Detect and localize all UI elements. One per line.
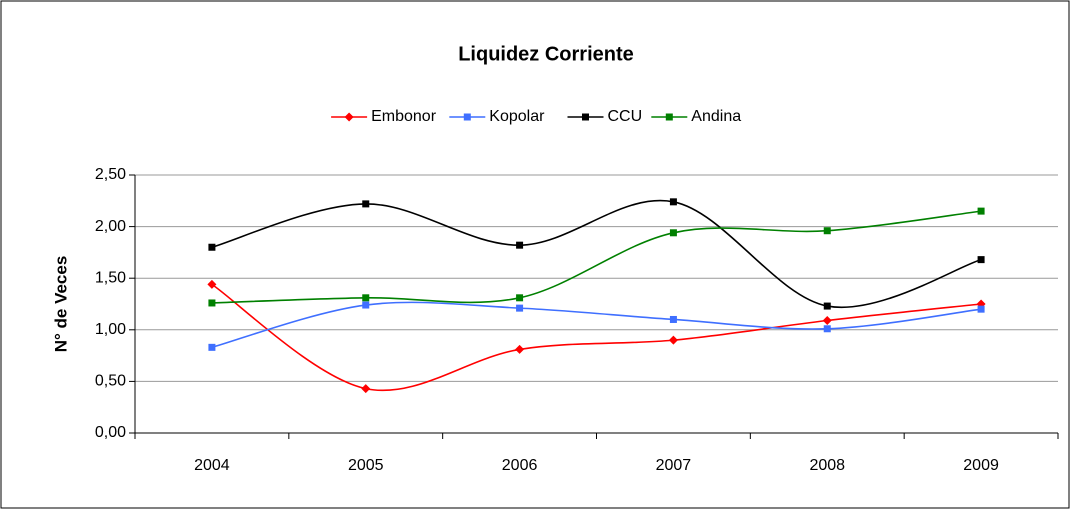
y-tick-label: 1,50	[95, 269, 126, 286]
marker	[207, 279, 217, 289]
marker	[362, 301, 370, 309]
y-tick-label: 2,50	[95, 166, 126, 183]
series-line	[211, 210, 982, 304]
marker	[668, 335, 678, 345]
marker	[208, 299, 216, 307]
marker	[822, 316, 832, 326]
series-line	[211, 301, 982, 349]
legend-label: Andina	[691, 108, 741, 125]
marker	[823, 302, 831, 310]
marker	[362, 200, 370, 208]
marker	[977, 305, 985, 313]
marker	[669, 198, 677, 206]
legend-label: CCU	[608, 108, 643, 125]
plot	[207, 198, 986, 394]
series-line	[211, 199, 982, 309]
marker	[516, 241, 524, 249]
marker	[977, 256, 985, 264]
marker	[361, 384, 371, 394]
y-tick-label: 0,00	[95, 424, 126, 441]
marker	[515, 344, 525, 354]
marker	[582, 113, 589, 121]
marker	[344, 112, 354, 122]
marker	[669, 229, 677, 237]
marker	[516, 294, 524, 302]
series-line	[211, 283, 982, 392]
marker	[463, 113, 471, 121]
axes: 0,00 0,50 1,00 1,50 2,00 2,50 2004 2005 2006 2007…	[95, 166, 1059, 474]
x-tick-label: 2007	[656, 457, 692, 474]
y-tick-label: 2,00	[95, 218, 126, 235]
marker	[208, 243, 216, 251]
marker	[208, 343, 216, 351]
x-tick-label: 2004	[194, 457, 230, 474]
y-tick-label: 1,00	[95, 321, 126, 338]
legend-label: Embonor	[371, 108, 437, 125]
x-tick-label: 2005	[348, 457, 384, 474]
x-tick-label: 2008	[809, 457, 845, 474]
y-tick-label: 0,50	[95, 373, 126, 390]
x-tick-label: 2006	[502, 457, 538, 474]
marker	[362, 294, 370, 302]
x-tick-label: 2009	[963, 457, 999, 474]
marker	[516, 304, 524, 312]
marker	[665, 113, 673, 121]
marker	[823, 227, 831, 235]
marker	[669, 315, 677, 323]
marker	[977, 207, 985, 215]
legend-label: Kopolar	[489, 108, 545, 125]
y-axis-label: N° de Veces	[51, 256, 70, 353]
legend: Embonor Kopolar CCU Andina	[331, 108, 741, 125]
marker	[823, 325, 831, 333]
chart-title: Liquidez Corriente	[458, 43, 634, 65]
